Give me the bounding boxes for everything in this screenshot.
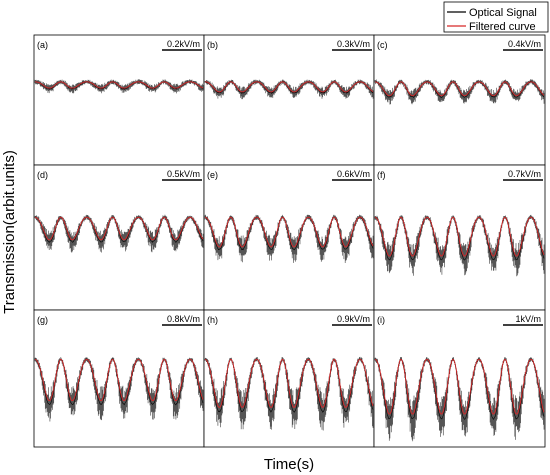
panel-frame	[33, 309, 205, 448]
panel-a: (a) 0.2kV/m	[33, 34, 205, 166]
field-strength-label: 0.3kV/m	[337, 39, 370, 49]
panel-frame	[203, 309, 375, 448]
panel-frame	[203, 34, 375, 166]
field-strength-label: 0.7kV/m	[508, 169, 541, 179]
field-strength-label: 0.9kV/m	[337, 314, 370, 324]
field-strength-label: 0.2kV/m	[167, 39, 200, 49]
panel-letter: (b)	[207, 40, 218, 50]
panel-c: (c) 0.4kV/m	[373, 34, 546, 166]
panel-letter: (e)	[207, 170, 218, 180]
legend-label-optical-signal: Optical Signal	[469, 7, 537, 19]
panel-d: (d) 0.5kV/m	[33, 164, 205, 311]
x-axis-title: Time(s)	[264, 456, 314, 473]
panel-i: (i) 1kV/m	[373, 309, 546, 448]
panel-letter: (g)	[37, 315, 48, 325]
panel-letter: (a)	[37, 40, 48, 50]
filtered-curve	[374, 358, 545, 415]
filtered-curve	[204, 358, 374, 408]
panel-letter: (i)	[377, 315, 385, 325]
panel-letter: (f)	[377, 170, 386, 180]
field-strength-label: 0.4kV/m	[508, 39, 541, 49]
legend-label-filtered-curve: Filtered curve	[469, 21, 536, 33]
filtered-curve	[205, 81, 374, 93]
panel-letter: (d)	[37, 170, 48, 180]
y-axis-title: Transmission(arbit.units)	[1, 150, 18, 314]
panel-letter: (c)	[377, 40, 388, 50]
panel-letter: (h)	[207, 315, 218, 325]
panel-e: (e) 0.6kV/m	[203, 164, 375, 311]
panel-f: (f) 0.7kV/m	[373, 164, 546, 311]
field-strength-label: 0.8kV/m	[167, 314, 200, 324]
filtered-curve	[34, 358, 204, 402]
field-strength-label: 0.5kV/m	[167, 169, 200, 179]
filtered-curve	[374, 81, 545, 97]
filtered-curve	[374, 216, 545, 257]
panel-frame	[373, 34, 546, 166]
legend: Optical Signal Filtered curve	[443, 1, 549, 33]
panel-b: (b) 0.3kV/m	[203, 34, 375, 166]
filtered-curve	[204, 216, 374, 248]
panel-g: (g) 0.8kV/m	[33, 309, 205, 448]
panel-grid: (a) 0.2kV/m (b) 0.3kV/m (c) 0.4kV/m (d) 0.5kV/m…	[33, 34, 546, 448]
panel-h: (h) 0.9kV/m	[203, 309, 375, 448]
field-strength-label: 0.6kV/m	[337, 169, 370, 179]
panel-frame	[33, 34, 205, 166]
field-strength-label: 1kV/m	[515, 314, 541, 324]
filtered-curve	[34, 216, 204, 241]
legend-box	[443, 1, 549, 33]
filtered-curve	[35, 81, 204, 89]
